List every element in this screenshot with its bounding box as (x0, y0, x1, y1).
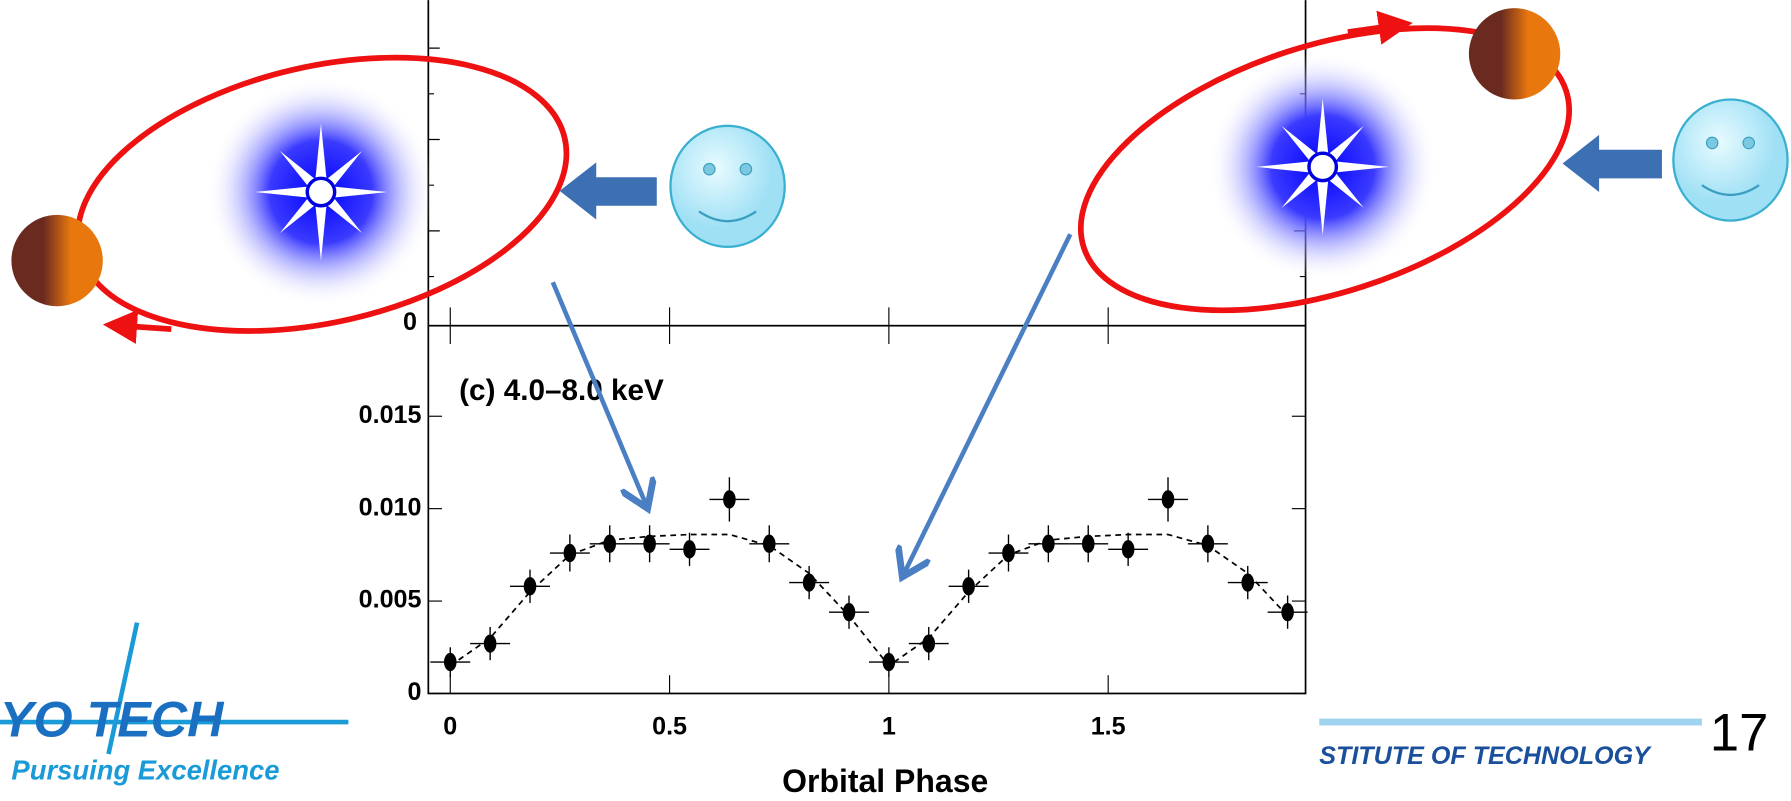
logo: YO TECH (0, 691, 225, 747)
y-tick-label: 0.015 (359, 401, 422, 429)
data-point (1002, 544, 1015, 562)
data-point (524, 577, 537, 595)
data-point (1082, 535, 1095, 553)
upper-ticks (428, 48, 1305, 276)
y-tick-label: 0 (408, 678, 422, 706)
x-tick-label: 0 (443, 712, 457, 740)
data-point (723, 490, 736, 508)
plot: 0 (c) 4.0–8.0 keV Orbital Phase 0 0.005 0.… (359, 0, 1308, 799)
data-point (883, 653, 896, 671)
upper-tick-label: 0 (403, 308, 417, 336)
x-tick-label: 1.5 (1091, 712, 1126, 740)
x-tick-label: 0.5 (652, 712, 687, 740)
orbit-arrow (120, 326, 171, 329)
footer: YO TECH Pursuing Excellence STITUTE OF T… (0, 623, 1768, 786)
data-point (803, 573, 816, 591)
institute: STITUTE OF TECHNOLOGY (1319, 742, 1652, 770)
data-point (962, 577, 975, 595)
companion (1469, 8, 1560, 99)
data-point (1122, 540, 1135, 558)
annotation: (c) 4.0–8.0 keV (459, 374, 664, 407)
logo-tagline: Pursuing Excellence (11, 755, 279, 786)
page: {"chart_data": {"type": "scatter", "anno… (0, 0, 1791, 801)
slide: 0 (c) 4.0–8.0 keV Orbital Phase 0 0.005 0.… (0, 0, 1791, 801)
data-point (484, 634, 497, 652)
observer (670, 126, 784, 247)
page-number: 17 (1710, 704, 1768, 763)
y-tick-label: 0.005 (359, 586, 422, 614)
pointer (902, 234, 1070, 577)
x-axis-label: Orbital Phase (782, 763, 988, 799)
data-point (683, 540, 696, 558)
companion (11, 215, 102, 306)
x-tick-label: 1 (882, 712, 896, 740)
illustration (11, 0, 1787, 577)
observer (1673, 100, 1787, 221)
data-point (444, 653, 457, 671)
data-point (1241, 573, 1254, 591)
view-arrow (1563, 135, 1662, 192)
data-point (1281, 603, 1294, 621)
data-point (1042, 535, 1055, 553)
y-tick-label: 0.010 (359, 493, 422, 521)
data-point (1162, 490, 1175, 508)
data-point (1202, 535, 1215, 553)
data-point (843, 603, 856, 621)
data-point (603, 535, 616, 553)
view-arrow (560, 162, 657, 219)
